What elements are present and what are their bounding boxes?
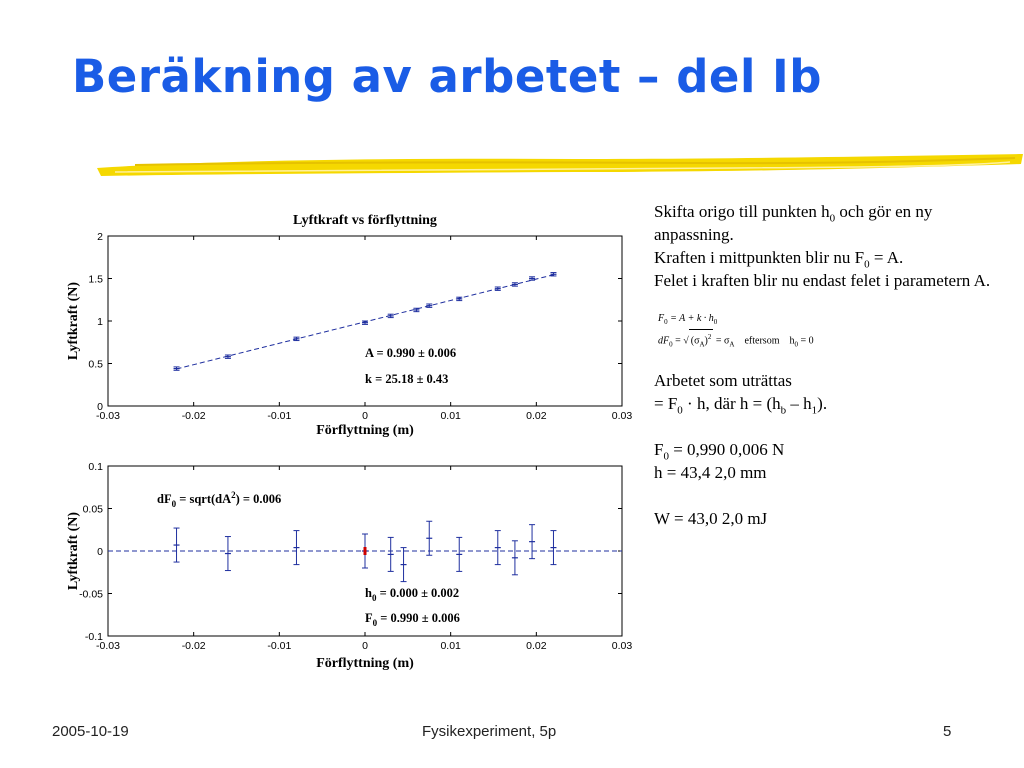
- y-tick-label: 0.5: [88, 359, 103, 371]
- y-tick-label: -0.1: [85, 631, 103, 643]
- y-tick-label: 1: [97, 316, 103, 328]
- data-point-10: [511, 282, 518, 287]
- x-tick-label: 0: [362, 410, 368, 422]
- y-tick-label: 2: [97, 231, 103, 243]
- paragraph-force-midpoint: Kraften i mittpunkten blir nu F0 = A.: [654, 248, 904, 271]
- data-point-10: [511, 540, 518, 576]
- data-point-1: [173, 527, 180, 563]
- data-point-3: [293, 336, 300, 342]
- highlight-point: [363, 547, 367, 555]
- paragraph-shift-origin: Skifta origo till punkten h0 och gör en …: [654, 202, 933, 244]
- data-point-6: [400, 547, 407, 583]
- x-tick-label: -0.01: [267, 640, 291, 652]
- x-tick-label: 0.01: [440, 640, 461, 652]
- footer-page-number: 5: [943, 723, 952, 740]
- x-tick-label: -0.02: [182, 640, 206, 652]
- y-tick-label: 0.05: [83, 504, 104, 516]
- chart-lyftkraft-vs-forflyttning: Lyftkraft vs förflyttning -0.03 -0.02 -0.0…: [66, 213, 633, 438]
- paragraph-work-heading: Arbetet som uträttas: [654, 371, 792, 390]
- data-point-2: [224, 536, 231, 572]
- data-point-8: [456, 296, 463, 302]
- data-point-2: [224, 354, 231, 359]
- annotation-h0: h0 = 0.000 ± 0.002: [365, 586, 459, 603]
- slide-title: Beräkning av arbetet – del Ib: [72, 50, 822, 103]
- data-point-6: [413, 307, 420, 313]
- x-tick-label: 0.02: [526, 410, 547, 422]
- paragraph-force-error: Felet i kraften blir nu endast felet i p…: [654, 271, 991, 290]
- data-point-8: [456, 536, 463, 572]
- x-tick-label: 0.03: [612, 640, 633, 652]
- annotation-k: k = 25.18 ± 0.43: [365, 372, 448, 386]
- chart-title: Lyftkraft vs förflyttning: [293, 213, 437, 228]
- data-point-12: [550, 272, 557, 277]
- annotation-F0: F0 = 0.990 ± 0.006: [365, 611, 460, 628]
- value-delta-h: h = 43,4 2,0 mm: [654, 463, 767, 482]
- data-point-12: [550, 530, 557, 566]
- data-point-5: [387, 313, 394, 319]
- y-axis-label: Lyftkraft (N): [66, 512, 81, 590]
- y-tick-label: 0: [97, 401, 103, 413]
- x-tick-label: -0.03: [96, 640, 120, 652]
- annotation-A: A = 0.990 ± 0.006: [365, 346, 456, 360]
- data-point-5: [387, 536, 394, 572]
- data-point-11: [529, 276, 536, 281]
- data-point-7: [426, 520, 433, 556]
- x-axis-label: Förflyttning (m): [316, 656, 414, 671]
- explanation-text-panel: Skifta origo till punkten h0 och gör en …: [654, 200, 999, 530]
- chart-residuals: -0.03 -0.02 -0.01 0 0.01 0.02 0.03 -0.1 -0.05 0 0.…: [66, 461, 633, 671]
- title-underline-brushstroke: [97, 154, 1023, 176]
- data-point-9: [494, 530, 501, 566]
- x-tick-label: 0.03: [612, 410, 633, 422]
- y-tick-label: -0.05: [79, 589, 103, 601]
- data-point-11: [529, 524, 536, 560]
- data-point-4: [362, 320, 368, 325]
- x-tick-label: 0.01: [440, 410, 461, 422]
- y-axis-label: Lyftkraft (N): [66, 282, 81, 360]
- formula-block: F0 = A + k · h0 dF0 = √ (σA)2 = σA efters…: [658, 309, 999, 349]
- footer-course: Fysikexperiment, 5p: [422, 723, 557, 740]
- value-work: W = 43,0 2,0 mJ: [654, 509, 768, 528]
- formula-force-error: dF0 = √ (σA)2 = σA eftersom h0 = 0: [658, 329, 999, 349]
- value-F0: F0 = 0,990 0,006 N: [654, 440, 785, 463]
- x-tick-label: 0: [362, 640, 368, 652]
- x-tick-label: 0.02: [526, 640, 547, 652]
- data-point-7: [426, 303, 433, 308]
- x-tick-label: -0.01: [267, 410, 291, 422]
- formula-force: F0 = A + k · h0: [658, 313, 718, 326]
- data-point-1: [173, 366, 180, 371]
- x-tick-label: -0.03: [96, 410, 120, 422]
- annotation-dF0: dF0 = sqrt(dA2) = 0.006: [157, 490, 281, 509]
- y-tick-label: 0.1: [88, 461, 103, 473]
- y-tick-label: 0: [97, 546, 103, 558]
- paragraph-work-formula: = F0 · h, där h = (hb – h1).: [654, 394, 828, 417]
- x-tick-label: -0.02: [182, 410, 206, 422]
- data-point-3: [293, 530, 300, 566]
- data-point-9: [494, 286, 501, 291]
- y-tick-label: 1.5: [88, 274, 103, 286]
- x-axis-label: Förflyttning (m): [316, 423, 414, 438]
- footer-date: 2005-10-19: [52, 723, 129, 740]
